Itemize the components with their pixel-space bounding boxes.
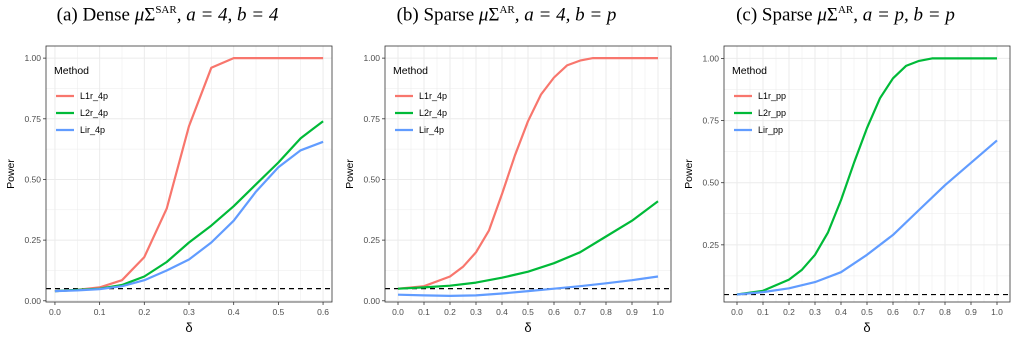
legend-label: L1r_pp — [758, 91, 786, 101]
y-tick-label: 0.50 — [24, 174, 41, 184]
y-tick-label: 0.75 — [702, 116, 719, 126]
x-axis-label: δ — [524, 320, 531, 335]
x-tick-label: 0.1 — [418, 307, 430, 317]
x-tick-label: 0.2 — [783, 307, 795, 317]
x-tick-label: 0.0 — [392, 307, 404, 317]
legend-label: L2r_4p — [419, 108, 447, 118]
legend-title: Method — [393, 65, 428, 77]
x-tick-label: 0.4 — [835, 307, 847, 317]
x-tick-label: 0.9 — [626, 307, 638, 317]
x-tick-label: 0.1 — [94, 307, 106, 317]
series-line-L1r_4p — [397, 56, 658, 290]
x-tick-label: 1.0 — [652, 307, 664, 317]
y-tick-label: 1.00 — [24, 53, 41, 63]
chart-plot: 0.0 0.1 0.2 0.3 0.4 0.5 0.6 0.00 0.25 0.50 0.75 1.0… — [5, 45, 333, 335]
chart-plot: 0.0 0.1 0.2 0.3 0.4 0.5 0.6 0.7 0.8 0.9 1.0 0.00 0.2… — [344, 45, 672, 335]
chart-title: (c) Sparse μΣAR, a = p, b = p — [736, 4, 955, 26]
legend-label: L2r_4p — [80, 108, 108, 118]
series-line-L1r_4p — [54, 56, 324, 293]
x-tick-label: 0.4 — [496, 307, 508, 317]
x-tick-label: 0.2 — [138, 307, 150, 317]
x-tick-label: 0.3 — [470, 307, 482, 317]
chart-panel-b: (b) Sparse μΣAR, a = 4, b = p 0.0 0.1 0.2 0… — [339, 0, 674, 339]
x-tick-label: 0.4 — [228, 307, 240, 317]
legend-label: Lir_4p — [80, 125, 105, 135]
y-tick-label: 1.00 — [363, 53, 380, 63]
chart-plot: 0.0 0.1 0.2 0.3 0.4 0.5 0.6 0.7 0.8 0.9 1.0 0.25 0.5… — [683, 45, 1011, 335]
x-tick-label: 0.0 — [731, 307, 743, 317]
y-axis-label: Power — [683, 159, 695, 189]
x-tick-label: 0.1 — [757, 307, 769, 317]
x-tick-label: 0.6 — [887, 307, 899, 317]
y-tick-label: 0.25 — [24, 235, 41, 245]
y-axis-label: Power — [344, 159, 356, 189]
series-line-L2r_pp — [736, 57, 997, 296]
series-line-L2r_4p — [397, 200, 659, 290]
legend-label: L2r_pp — [758, 108, 786, 118]
y-tick-label: 0.75 — [24, 114, 41, 124]
legend-title: Method — [54, 65, 89, 77]
x-axis-label: δ — [185, 320, 192, 335]
x-tick-label: 0.7 — [574, 307, 586, 317]
y-tick-label: 0.25 — [363, 235, 380, 245]
x-tick-label: 0.2 — [444, 307, 456, 317]
series-line-Lir_pp — [736, 139, 998, 296]
legend-label: L1r_4p — [80, 91, 108, 101]
legend-label: L1r_4p — [419, 91, 447, 101]
series-line-Lir_4p — [54, 140, 324, 293]
x-axis-label: δ — [863, 320, 870, 335]
y-axis-label: Power — [5, 159, 17, 189]
chart-panel-a: (a) Dense μΣSAR, a = 4, b = 4 0.0 0.1 0.2 0… — [0, 0, 335, 339]
y-tick-label: 0.00 — [24, 296, 41, 306]
y-tick-label: 0.75 — [363, 114, 380, 124]
x-tick-label: 0.3 — [183, 307, 195, 317]
x-tick-label: 0.8 — [939, 307, 951, 317]
x-tick-label: 0.9 — [965, 307, 977, 317]
legend-title: Method — [732, 65, 767, 77]
legend-label: Lir_pp — [758, 125, 783, 135]
y-tick-label: 0.50 — [702, 178, 719, 188]
x-tick-label: 0.5 — [272, 307, 284, 317]
chart-panel-c: (c) Sparse μΣAR, a = p, b = p 0.0 0.1 0.2 0… — [678, 0, 1013, 339]
chart-title: (b) Sparse μΣAR, a = 4, b = p — [396, 4, 617, 26]
x-tick-label: 0.7 — [913, 307, 925, 317]
x-tick-label: 0.6 — [548, 307, 560, 317]
x-tick-label: 0.5 — [861, 307, 873, 317]
x-tick-label: 0.3 — [809, 307, 821, 317]
y-tick-label: 0.25 — [702, 240, 719, 250]
x-tick-label: 0.0 — [49, 307, 61, 317]
x-tick-label: 0.6 — [317, 307, 329, 317]
x-tick-label: 0.5 — [522, 307, 534, 317]
series-line-Lir_4p — [397, 275, 659, 297]
x-tick-label: 1.0 — [991, 307, 1003, 317]
legend-label: Lir_4p — [419, 125, 444, 135]
x-tick-label: 0.8 — [600, 307, 612, 317]
chart-title: (a) Dense μΣSAR, a = 4, b = 4 — [56, 4, 279, 26]
y-tick-label: 0.00 — [363, 296, 380, 306]
y-tick-label: 0.50 — [363, 174, 380, 184]
y-tick-label: 1.00 — [702, 53, 719, 63]
